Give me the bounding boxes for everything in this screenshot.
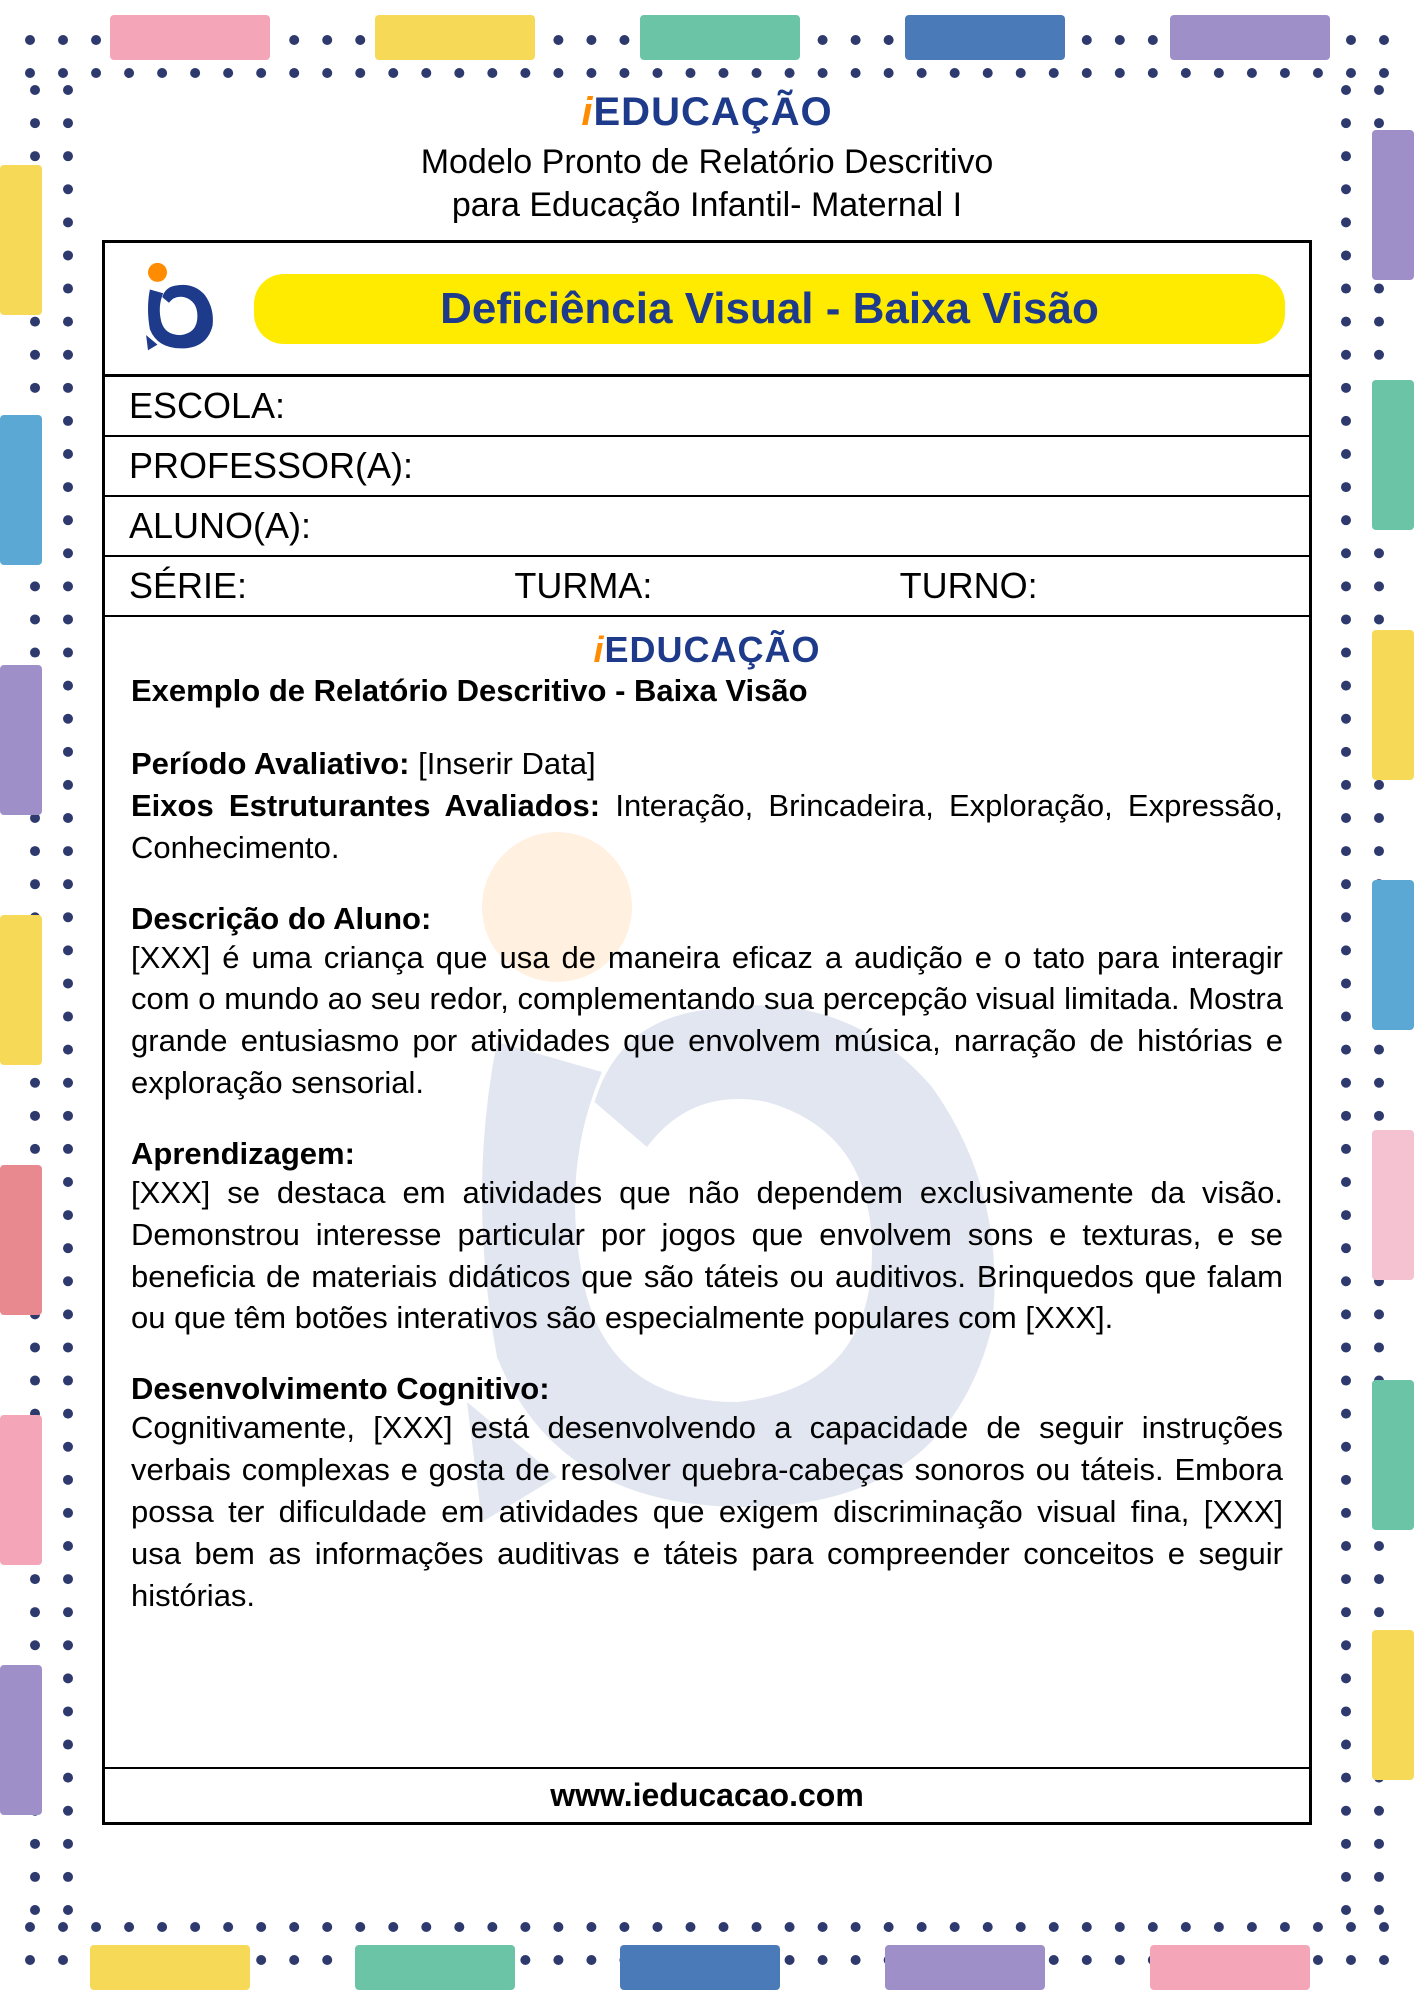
brand-icon <box>129 261 224 356</box>
report-section: iEDUCAÇÃO Exemplo de Relatório Descritiv… <box>105 617 1309 1767</box>
decoration-block <box>90 1945 250 1990</box>
decoration-block <box>1372 380 1414 530</box>
brand-logo-text: iEDUCAÇÃO <box>581 90 832 134</box>
decoration-block <box>1170 15 1330 60</box>
section-logo-main: EDUCAÇÃO <box>605 629 821 670</box>
section-logo-i: i <box>593 629 604 670</box>
form-row-aluno: ALUNO(A): <box>105 497 1309 557</box>
report-content: iEDUCAÇÃO Exemplo de Relatório Descritiv… <box>131 629 1283 1617</box>
header-logo: iEDUCAÇÃO <box>102 90 1312 135</box>
brand-logo-i: i <box>581 90 593 134</box>
decoration-block <box>1150 1945 1310 1990</box>
cognitivo-text: Cognitivamente, [XXX] está desenvolvendo… <box>131 1407 1283 1616</box>
decoration-block <box>0 415 42 565</box>
turma-label: TURMA: <box>514 565 899 607</box>
page: iEDUCAÇÃO Modelo Pronto de Relatório Des… <box>0 0 1414 2000</box>
decoration-block <box>0 1665 42 1815</box>
eixos-label: Eixos Estruturantes Avaliados: <box>131 788 615 823</box>
decoration-block <box>0 165 42 315</box>
decoration-block <box>1372 130 1414 280</box>
subtitle-line-2: para Educação Infantil- Maternal I <box>452 186 962 224</box>
descricao-heading: Descrição do Aluno: <box>131 901 1283 937</box>
decoration-block <box>1372 1630 1414 1780</box>
aluno-label: ALUNO(A): <box>129 505 311 546</box>
serie-label: SÉRIE: <box>129 565 514 607</box>
decoration-block <box>885 1945 1045 1990</box>
decoration-block <box>0 1415 42 1565</box>
form-row-professor: PROFESSOR(A): <box>105 437 1309 497</box>
title-row: Deficiência Visual - Baixa Visão <box>105 243 1309 377</box>
aprendizagem-text: [XXX] se destaca em atividades que não d… <box>131 1172 1283 1339</box>
decoration-block <box>110 15 270 60</box>
periodo-label: Período Avaliativo: <box>131 746 418 781</box>
decoration-block <box>905 15 1065 60</box>
header-subtitle: Modelo Pronto de Relatório Descritivo pa… <box>102 141 1312 226</box>
subtitle-line-1: Modelo Pronto de Relatório Descritivo <box>421 143 994 181</box>
aprendizagem-heading: Aprendizagem: <box>131 1136 1283 1172</box>
periodo-value: [Inserir Data] <box>418 746 595 781</box>
content-area: iEDUCAÇÃO Modelo Pronto de Relatório Des… <box>102 90 1312 1825</box>
title-badge: Deficiência Visual - Baixa Visão <box>254 274 1285 344</box>
footer-url: www.ieducacao.com <box>105 1767 1309 1822</box>
main-form-box: Deficiência Visual - Baixa Visão ESCOLA:… <box>102 240 1312 1825</box>
descricao-text: [XXX] é uma criança que usa de maneira e… <box>131 937 1283 1104</box>
decoration-block <box>620 1945 780 1990</box>
decoration-block <box>375 15 535 60</box>
section-logo: iEDUCAÇÃO <box>131 629 1283 671</box>
decoration-block <box>0 915 42 1065</box>
decoration-block <box>1372 1380 1414 1530</box>
report-title: Exemplo de Relatório Descritivo - Baixa … <box>131 673 1283 709</box>
decoration-block <box>1372 630 1414 780</box>
decoration-block <box>1372 880 1414 1030</box>
decoration-block <box>0 665 42 815</box>
decoration-block <box>0 1165 42 1315</box>
escola-label: ESCOLA: <box>129 385 285 426</box>
brand-logo-main: EDUCAÇÃO <box>594 90 833 134</box>
decoration-block <box>640 15 800 60</box>
professor-label: PROFESSOR(A): <box>129 445 413 486</box>
decoration-block <box>1372 1130 1414 1280</box>
cognitivo-heading: Desenvolvimento Cognitivo: <box>131 1371 1283 1407</box>
decoration-block <box>355 1945 515 1990</box>
form-row-serie-turma-turno: SÉRIE: TURMA: TURNO: <box>105 557 1309 617</box>
turno-label: TURNO: <box>900 565 1285 607</box>
periodo-eixos-block: Período Avaliativo: [Inserir Data] Eixos… <box>131 743 1283 869</box>
form-row-escola: ESCOLA: <box>105 377 1309 437</box>
